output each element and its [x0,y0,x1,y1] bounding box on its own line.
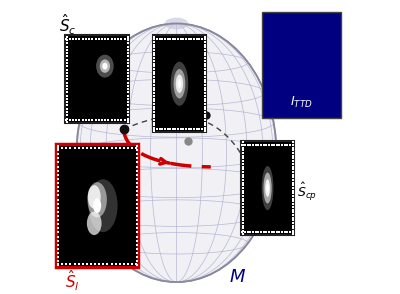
Ellipse shape [87,212,102,235]
Ellipse shape [178,79,181,88]
Ellipse shape [93,198,101,213]
Ellipse shape [102,63,108,70]
Ellipse shape [165,18,188,29]
Text: $\hat{S}_c$: $\hat{S}_c$ [59,12,76,37]
Text: $\hat{S}_{cp}$: $\hat{S}_{cp}$ [297,181,317,203]
Ellipse shape [174,69,185,98]
FancyBboxPatch shape [65,35,130,123]
Ellipse shape [176,75,183,93]
Text: $I_{TTD}$: $I_{TTD}$ [290,95,313,110]
Ellipse shape [76,24,276,282]
FancyBboxPatch shape [153,35,206,132]
Ellipse shape [96,55,114,78]
Ellipse shape [100,59,110,73]
FancyBboxPatch shape [262,12,341,118]
FancyBboxPatch shape [241,141,294,235]
Ellipse shape [171,62,188,106]
Ellipse shape [266,184,269,193]
Text: $\hat{S}_l$: $\hat{S}_l$ [65,268,80,293]
Ellipse shape [88,179,118,232]
Ellipse shape [88,185,101,209]
Ellipse shape [265,179,270,197]
Ellipse shape [88,182,107,218]
Text: $M$: $M$ [229,268,246,286]
Ellipse shape [262,166,274,210]
Ellipse shape [264,173,272,203]
FancyBboxPatch shape [56,144,138,267]
